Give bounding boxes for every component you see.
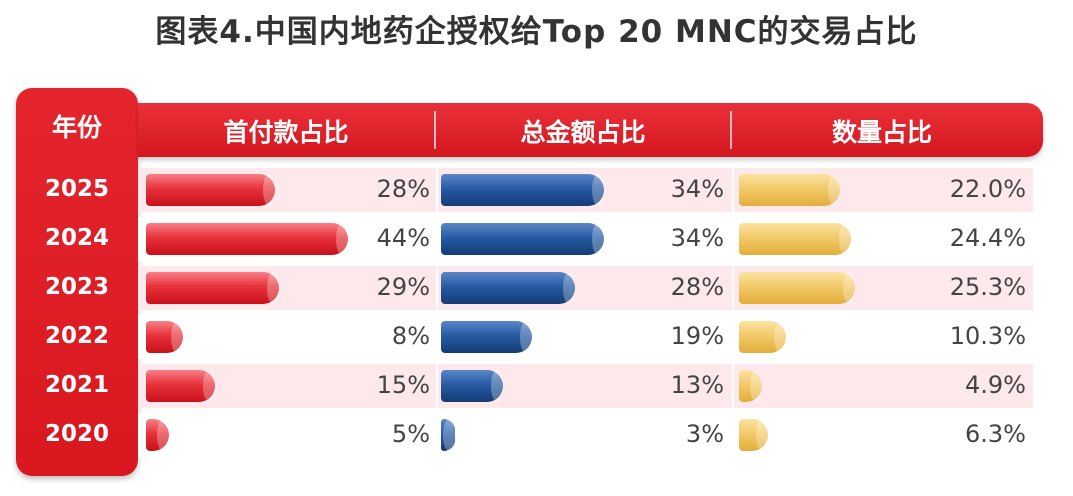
- value-label: 19%: [670, 322, 724, 350]
- row-background: [138, 266, 1033, 310]
- year-label: 2023: [44, 274, 109, 300]
- value-label: 6.3%: [965, 420, 1026, 448]
- year-panel: 年份 2025 2024 2023 2022 2021 2020: [16, 88, 138, 476]
- bar-2-2025: [739, 174, 841, 206]
- year-header: 年份: [51, 113, 102, 142]
- value-label: 13%: [670, 371, 724, 399]
- value-label: 5%: [391, 420, 430, 448]
- year-label: 2022: [44, 323, 109, 349]
- bar-0-2020: [146, 419, 169, 451]
- column-gridline: [436, 166, 438, 456]
- year-label: 2021: [44, 372, 109, 398]
- value-label: 15%: [376, 371, 430, 399]
- bar-2-2023: [739, 272, 856, 304]
- bar-1-2025: [441, 174, 605, 206]
- chart-title: 图表4.中国内地药企授权给Top 20 MNC的交易占比: [155, 14, 918, 50]
- bar-0-2022: [146, 321, 183, 353]
- value-label: 10.3%: [949, 322, 1026, 350]
- value-label: 4.9%: [965, 371, 1026, 399]
- value-label: 8%: [391, 322, 430, 350]
- bar-2-2022: [739, 321, 787, 353]
- row-background: [138, 315, 1033, 359]
- value-label: 22.0%: [949, 175, 1026, 203]
- bar-1-2020: [441, 419, 456, 451]
- bar-0-2021: [146, 370, 215, 402]
- year-label: 2024: [44, 225, 109, 251]
- bar-2-2024: [739, 223, 852, 255]
- value-label: 44%: [376, 224, 430, 252]
- value-label: 24.4%: [949, 224, 1026, 252]
- value-label: 34%: [670, 175, 724, 203]
- value-label: 3%: [685, 420, 724, 448]
- bar-1-2023: [441, 272, 576, 304]
- column-header-count: 数量占比: [831, 118, 932, 147]
- column-gridline: [732, 166, 734, 456]
- column-header-band: 首付款占比 总金额占比 数量占比: [138, 103, 1043, 157]
- year-label: 2025: [44, 176, 109, 202]
- row-background: [138, 364, 1033, 408]
- bar-2-2021: [739, 370, 762, 402]
- bar-0-2023: [146, 272, 280, 304]
- bar-1-2022: [441, 321, 533, 353]
- bar-0-2024: [146, 223, 349, 255]
- bar-1-2024: [441, 223, 605, 255]
- value-label: 34%: [670, 224, 724, 252]
- value-label: 25.3%: [949, 273, 1026, 301]
- bar-2-2020: [739, 419, 768, 451]
- year-label: 2020: [44, 421, 109, 447]
- column-header-upfront: 首付款占比: [223, 118, 349, 147]
- value-label: 28%: [376, 175, 430, 203]
- value-label: 28%: [670, 273, 724, 301]
- column-divider: [730, 111, 732, 149]
- column-divider: [434, 111, 436, 149]
- bar-1-2021: [441, 370, 504, 402]
- value-label: 29%: [376, 273, 430, 301]
- column-header-total: 总金额占比: [520, 118, 646, 147]
- bar-0-2025: [146, 174, 275, 206]
- row-background: [138, 413, 1033, 457]
